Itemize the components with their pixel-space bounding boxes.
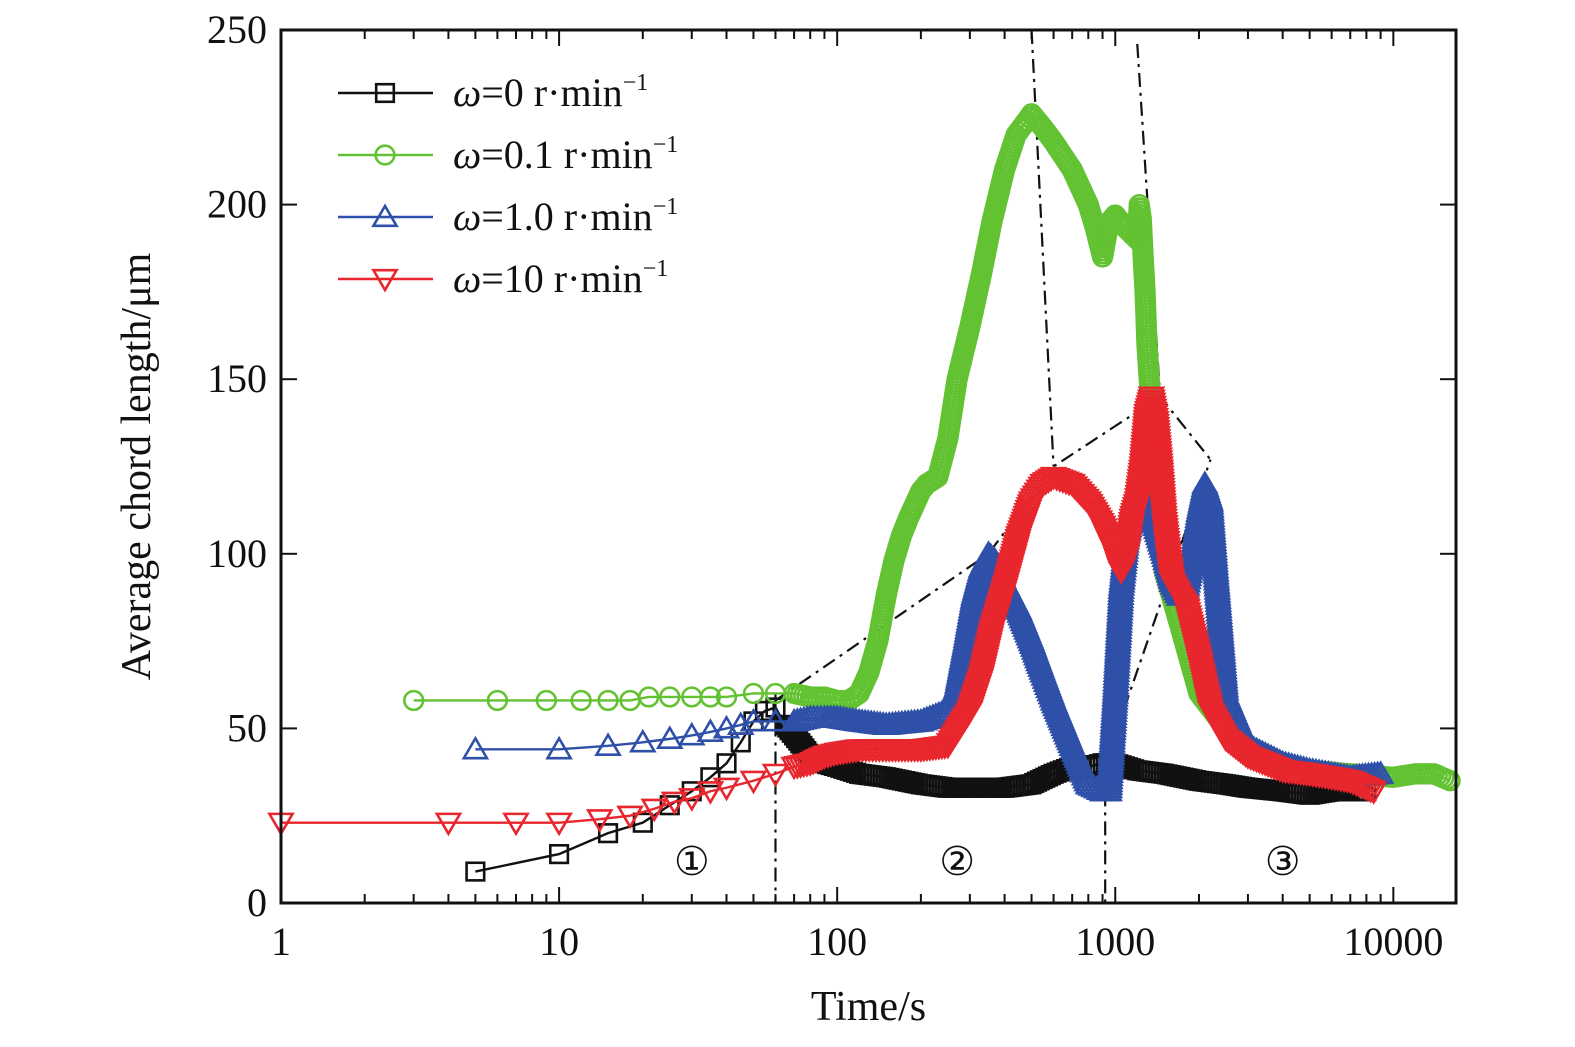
peak-boundary-1 (1030, 29, 1055, 467)
data-point (616, 805, 644, 830)
data-point (677, 721, 706, 746)
data-point (1439, 770, 1461, 792)
data-point (739, 707, 768, 732)
x-axis-title: Time/s (811, 984, 926, 1030)
data-point (761, 707, 790, 732)
data-point (660, 791, 689, 816)
region-label: ② (939, 839, 975, 884)
data-point-fill (1348, 775, 1376, 800)
data-point (594, 732, 622, 756)
series-1 (403, 103, 1461, 792)
data-point (632, 812, 653, 833)
legend-item: ω=0.1 r·min−1 (338, 132, 678, 177)
data-point (597, 689, 619, 712)
legend-label: ω=0.1 r·min−1 (453, 132, 678, 177)
legend-label: ω=0 r·min−1 (453, 70, 648, 115)
series-3 (267, 386, 1388, 837)
legend-item: ω=1.0 r·min−1 (338, 194, 678, 239)
y-tick-label: 150 (207, 356, 267, 401)
data-point-fill (1356, 779, 1385, 804)
data-point (681, 781, 702, 802)
data-point (640, 798, 669, 823)
x-tick-label: 10 (539, 919, 579, 964)
y-tick-label: 0 (247, 880, 267, 925)
data-point (739, 770, 768, 795)
legend-item: ω=0 r·min−1 (338, 70, 648, 115)
legend-item: ω=10 r·min−1 (338, 256, 668, 301)
data-point (716, 753, 737, 774)
data-point (465, 861, 486, 882)
y-tick-label: 250 (207, 7, 267, 52)
data-point (597, 823, 619, 844)
y-tick-label: 100 (207, 531, 267, 576)
legend-marker-icon (374, 82, 396, 104)
y-tick-labels: 0 50 100 150 200 250 (207, 7, 267, 925)
data-point (585, 809, 614, 833)
data-point (712, 777, 741, 802)
data-point (628, 728, 657, 753)
legend: ω=0 r·min−1 ω=0.1 r·min−1 ω=1.0 r·min−1 ω=1… (338, 70, 678, 301)
data-point (742, 682, 765, 705)
data-point (545, 735, 573, 760)
data-point (461, 735, 490, 760)
data-point (677, 788, 706, 812)
data-point (638, 686, 660, 708)
data-point (434, 812, 463, 837)
data-point (502, 812, 530, 837)
plot-area (267, 29, 1461, 903)
y-tick-label: 200 (207, 182, 267, 227)
region-labels: ① ② ③ (674, 839, 1301, 884)
legend-marker-icon (371, 203, 399, 228)
x-tick-label: 100 (807, 919, 867, 964)
series-layer (267, 103, 1461, 882)
data-point (700, 767, 721, 788)
data-point (715, 686, 738, 708)
data-point (486, 689, 509, 712)
y-tick-label: 50 (227, 705, 267, 750)
x-tick-labels: 1 10 100 1000 10000 (271, 919, 1443, 964)
data-point (699, 686, 722, 708)
data-point (761, 763, 790, 788)
data-point (696, 781, 725, 805)
data-point (548, 844, 570, 865)
legend-marker-icon (374, 144, 396, 166)
legend-label: ω=10 r·min−1 (453, 256, 668, 301)
data-point (696, 718, 725, 742)
data-point-fill (1351, 777, 1379, 801)
data-point (570, 689, 592, 712)
plot-frame (279, 28, 1458, 905)
x-tick-label: 1 (271, 919, 291, 964)
x-tick-label: 1000 (1075, 919, 1155, 964)
axis-ticks (280, 29, 1456, 904)
legend-marker-icon (371, 268, 399, 293)
data-point (659, 686, 681, 708)
data-point (403, 689, 425, 712)
legend-label: ω=1.0 r·min−1 (453, 194, 678, 239)
data-point-fill (1354, 778, 1382, 803)
y-axis-title: Average chord length/μm (114, 252, 160, 680)
data-point (1359, 781, 1388, 805)
region-label: ① (674, 839, 710, 884)
data-point (655, 725, 684, 749)
data-point (545, 812, 573, 837)
region-label: ③ (1265, 839, 1301, 884)
x-tick-label: 10000 (1343, 919, 1443, 964)
data-point (535, 689, 558, 712)
